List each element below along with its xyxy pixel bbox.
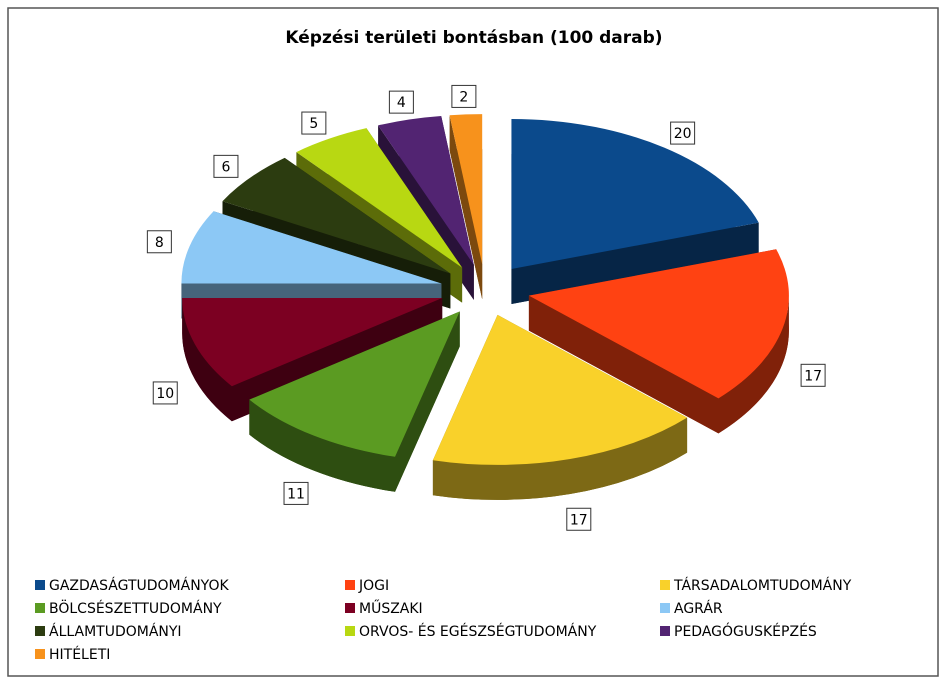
legend-label: JOGI <box>358 578 389 594</box>
legend-label: AGRÁR <box>674 600 723 617</box>
slice-side <box>718 295 789 434</box>
value-label-box <box>301 111 327 135</box>
slice <box>528 249 789 434</box>
legend-swatch <box>35 649 45 659</box>
legend-label: MŰSZAKI <box>359 599 423 617</box>
value-label: 6 <box>221 159 230 175</box>
value-label: 2 <box>459 89 468 105</box>
slice-top <box>296 128 463 268</box>
value-label-box <box>213 154 239 178</box>
legend-swatch <box>35 603 45 613</box>
slice-side <box>249 399 396 492</box>
legend-swatch <box>35 626 45 636</box>
legend-swatch <box>660 580 670 590</box>
value-label: 17 <box>570 512 588 528</box>
slice <box>449 114 483 300</box>
value-label: 4 <box>397 95 406 111</box>
value-label-box <box>283 481 309 505</box>
slice-wall <box>511 222 759 304</box>
slice-top <box>511 118 759 269</box>
legend-label: BÖLCSÉSZETTUDOMÁNY <box>49 599 222 617</box>
value-label: 10 <box>156 386 174 402</box>
value-label: 11 <box>287 486 305 502</box>
legend-label: HITÉLETI <box>49 646 110 663</box>
slice-top <box>222 157 451 274</box>
slice-wall <box>395 311 460 492</box>
value-label-box <box>670 121 696 145</box>
slice-wall <box>528 295 719 434</box>
value-label: 8 <box>155 235 164 251</box>
legend-label: ÁLLAMTUDOMÁNYI <box>49 623 182 640</box>
chart-title: Képzési területi bontásban (100 darab) <box>285 28 662 48</box>
slice <box>432 314 688 500</box>
legend-swatch <box>345 580 355 590</box>
legend-swatch <box>345 603 355 613</box>
slice-top <box>449 114 483 265</box>
value-label-box <box>451 84 477 108</box>
slice-top <box>249 311 460 457</box>
legend-swatch <box>35 580 45 590</box>
value-label-box <box>152 381 178 405</box>
slice-top <box>528 249 789 399</box>
value-label: 17 <box>804 368 822 384</box>
legend-swatch <box>660 603 670 613</box>
value-label: 5 <box>309 116 318 132</box>
legend-swatch <box>660 626 670 636</box>
slice-top <box>181 211 442 284</box>
value-label: 20 <box>674 126 692 142</box>
value-label-box <box>388 90 414 114</box>
value-label-box <box>800 363 826 387</box>
legend-label: ORVOS- ÉS EGÉSZSÉGTUDOMÁNY <box>359 623 597 640</box>
slice-top <box>378 116 474 265</box>
legend-label: PEDAGÓGUSKÉPZÉS <box>674 622 817 640</box>
value-label-box <box>566 507 592 531</box>
legend-swatch <box>345 626 355 636</box>
slice-side <box>432 417 688 500</box>
slice-top <box>432 314 688 465</box>
slice <box>249 311 460 492</box>
legend-label: TÁRSADALOMTUDOMÁNY <box>673 577 852 594</box>
legend-label: GAZDASÁGTUDOMÁNYOK <box>49 577 229 594</box>
frame <box>7 7 939 677</box>
value-label-box <box>146 230 172 254</box>
slice-side <box>182 298 232 422</box>
slice-top <box>182 298 443 387</box>
slice-wall <box>449 115 483 300</box>
